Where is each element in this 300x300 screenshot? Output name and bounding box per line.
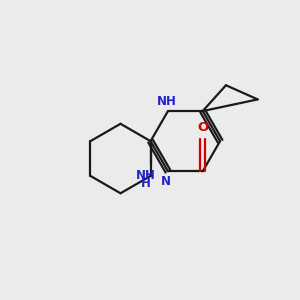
Text: O: O <box>197 122 208 134</box>
Text: H: H <box>141 177 151 190</box>
Text: N: N <box>160 175 171 188</box>
Text: NH: NH <box>136 169 156 182</box>
Text: NH: NH <box>157 94 176 107</box>
